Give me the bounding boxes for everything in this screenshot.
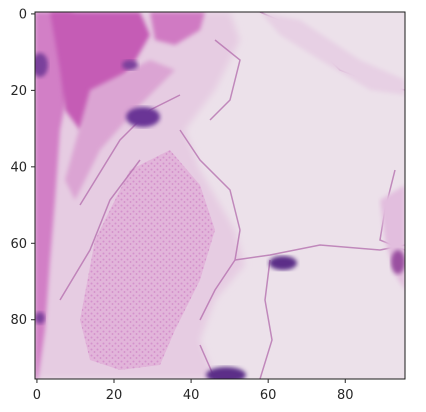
x-tick-label: 20 bbox=[106, 388, 123, 403]
nucleus bbox=[35, 53, 48, 77]
image-frame bbox=[34, 11, 406, 380]
y-tick-label: 20 bbox=[10, 84, 27, 99]
nucleus bbox=[206, 367, 246, 379]
top-dense-tissue bbox=[50, 12, 150, 130]
fiber-streak bbox=[65, 60, 175, 200]
stippled-tissue-block bbox=[80, 150, 215, 370]
x-tick-label: 80 bbox=[337, 388, 354, 403]
y-tick-label: 0 bbox=[19, 7, 27, 22]
x-tick-label: 60 bbox=[260, 388, 277, 403]
left-dense-tissue bbox=[35, 12, 90, 379]
y-axis: 0 20 40 60 80 bbox=[10, 7, 35, 328]
nucleus bbox=[122, 60, 138, 70]
nucleus bbox=[126, 107, 160, 127]
nucleus bbox=[391, 250, 405, 274]
membrane-edge bbox=[260, 12, 405, 95]
x-tick-label: 40 bbox=[183, 388, 200, 403]
nucleus bbox=[35, 312, 45, 324]
y-tick-label: 80 bbox=[10, 313, 27, 328]
fiber-streak bbox=[150, 12, 205, 45]
nucleus bbox=[269, 256, 297, 270]
tissue-image bbox=[35, 12, 405, 379]
y-tick-label: 60 bbox=[10, 237, 27, 252]
x-axis: 0 20 40 60 80 bbox=[33, 379, 354, 403]
y-tick-label: 40 bbox=[10, 160, 27, 175]
x-tick-label: 0 bbox=[33, 388, 41, 403]
